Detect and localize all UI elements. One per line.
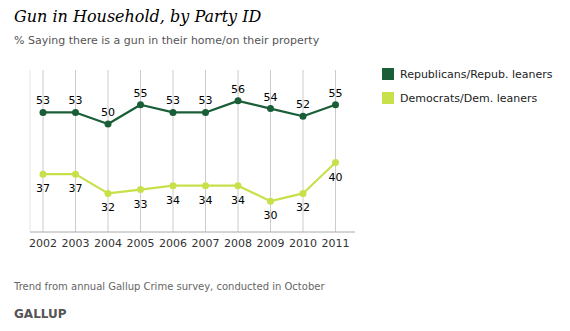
data-label: 55	[134, 87, 148, 100]
point	[105, 121, 112, 128]
y-axis-line	[30, 70, 31, 232]
point	[170, 182, 177, 189]
x-tick-label: 2007	[192, 237, 220, 250]
data-label: 37	[36, 182, 50, 195]
chart: Gun in Household, by Party ID % Saying th…	[0, 0, 570, 331]
subtitle: % Saying there is a gun in their home/on…	[14, 34, 320, 47]
data-label: 53	[36, 94, 50, 107]
legend-entry: Democrats/Dem. leaners	[400, 92, 538, 105]
data-label: 37	[69, 182, 83, 195]
x-tick-label: 2008	[224, 237, 252, 250]
legend: Republicans/Repub. leaners Democrats/Dem.…	[382, 68, 553, 105]
point	[332, 159, 339, 166]
point	[170, 109, 177, 116]
data-label: 50	[101, 106, 115, 119]
point	[137, 186, 144, 193]
legend-swatch	[382, 92, 394, 104]
point	[300, 113, 307, 120]
title: Gun in Household, by Party ID	[14, 7, 262, 26]
data-label: 32	[296, 201, 310, 214]
point	[267, 105, 274, 112]
plot-area	[40, 97, 340, 204]
source: GALLUP	[14, 307, 67, 321]
series-line	[43, 163, 336, 202]
data-label: 54	[264, 91, 278, 104]
point	[332, 101, 339, 108]
data-label: 32	[101, 201, 115, 214]
data-labels: 53 53 50 55 53 53 56 54 52 55 37 37 32 33 34 34 34 30 32 40	[36, 83, 343, 222]
data-label: 30	[264, 209, 278, 222]
data-label: 53	[166, 94, 180, 107]
data-label: 34	[199, 194, 213, 207]
x-axis-line	[30, 232, 355, 233]
data-label: 40	[329, 171, 343, 184]
point	[235, 97, 242, 104]
point	[202, 109, 209, 116]
legend-swatch	[382, 68, 394, 80]
data-label: 34	[166, 194, 180, 207]
point	[105, 190, 112, 197]
data-label: 53	[199, 94, 213, 107]
x-tick-label: 2004	[94, 237, 122, 250]
data-label: 34	[231, 194, 245, 207]
point	[72, 109, 79, 116]
point	[40, 109, 47, 116]
data-label: 52	[296, 98, 310, 111]
data-label: 56	[231, 83, 245, 96]
point	[72, 171, 79, 178]
point	[40, 171, 47, 178]
legend-entry: Republicans/Repub. leaners	[400, 68, 553, 81]
point	[300, 190, 307, 197]
data-label: 53	[69, 94, 83, 107]
point	[202, 182, 209, 189]
point	[267, 198, 274, 205]
data-label: 55	[329, 87, 343, 100]
point	[235, 182, 242, 189]
x-tick-label: 2006	[159, 237, 187, 250]
x-tick-label: 2005	[127, 237, 155, 250]
data-label: 33	[134, 198, 148, 211]
x-tick-label: 2011	[322, 237, 350, 250]
x-tick-label: 2002	[29, 237, 57, 250]
point	[137, 101, 144, 108]
x-tick-label: 2003	[62, 237, 90, 250]
footnote: Trend from annual Gallup Crime survey, c…	[13, 281, 325, 292]
series-line	[43, 101, 336, 124]
x-tick-label: 2010	[289, 237, 317, 250]
x-tick-label: 2009	[257, 237, 285, 250]
